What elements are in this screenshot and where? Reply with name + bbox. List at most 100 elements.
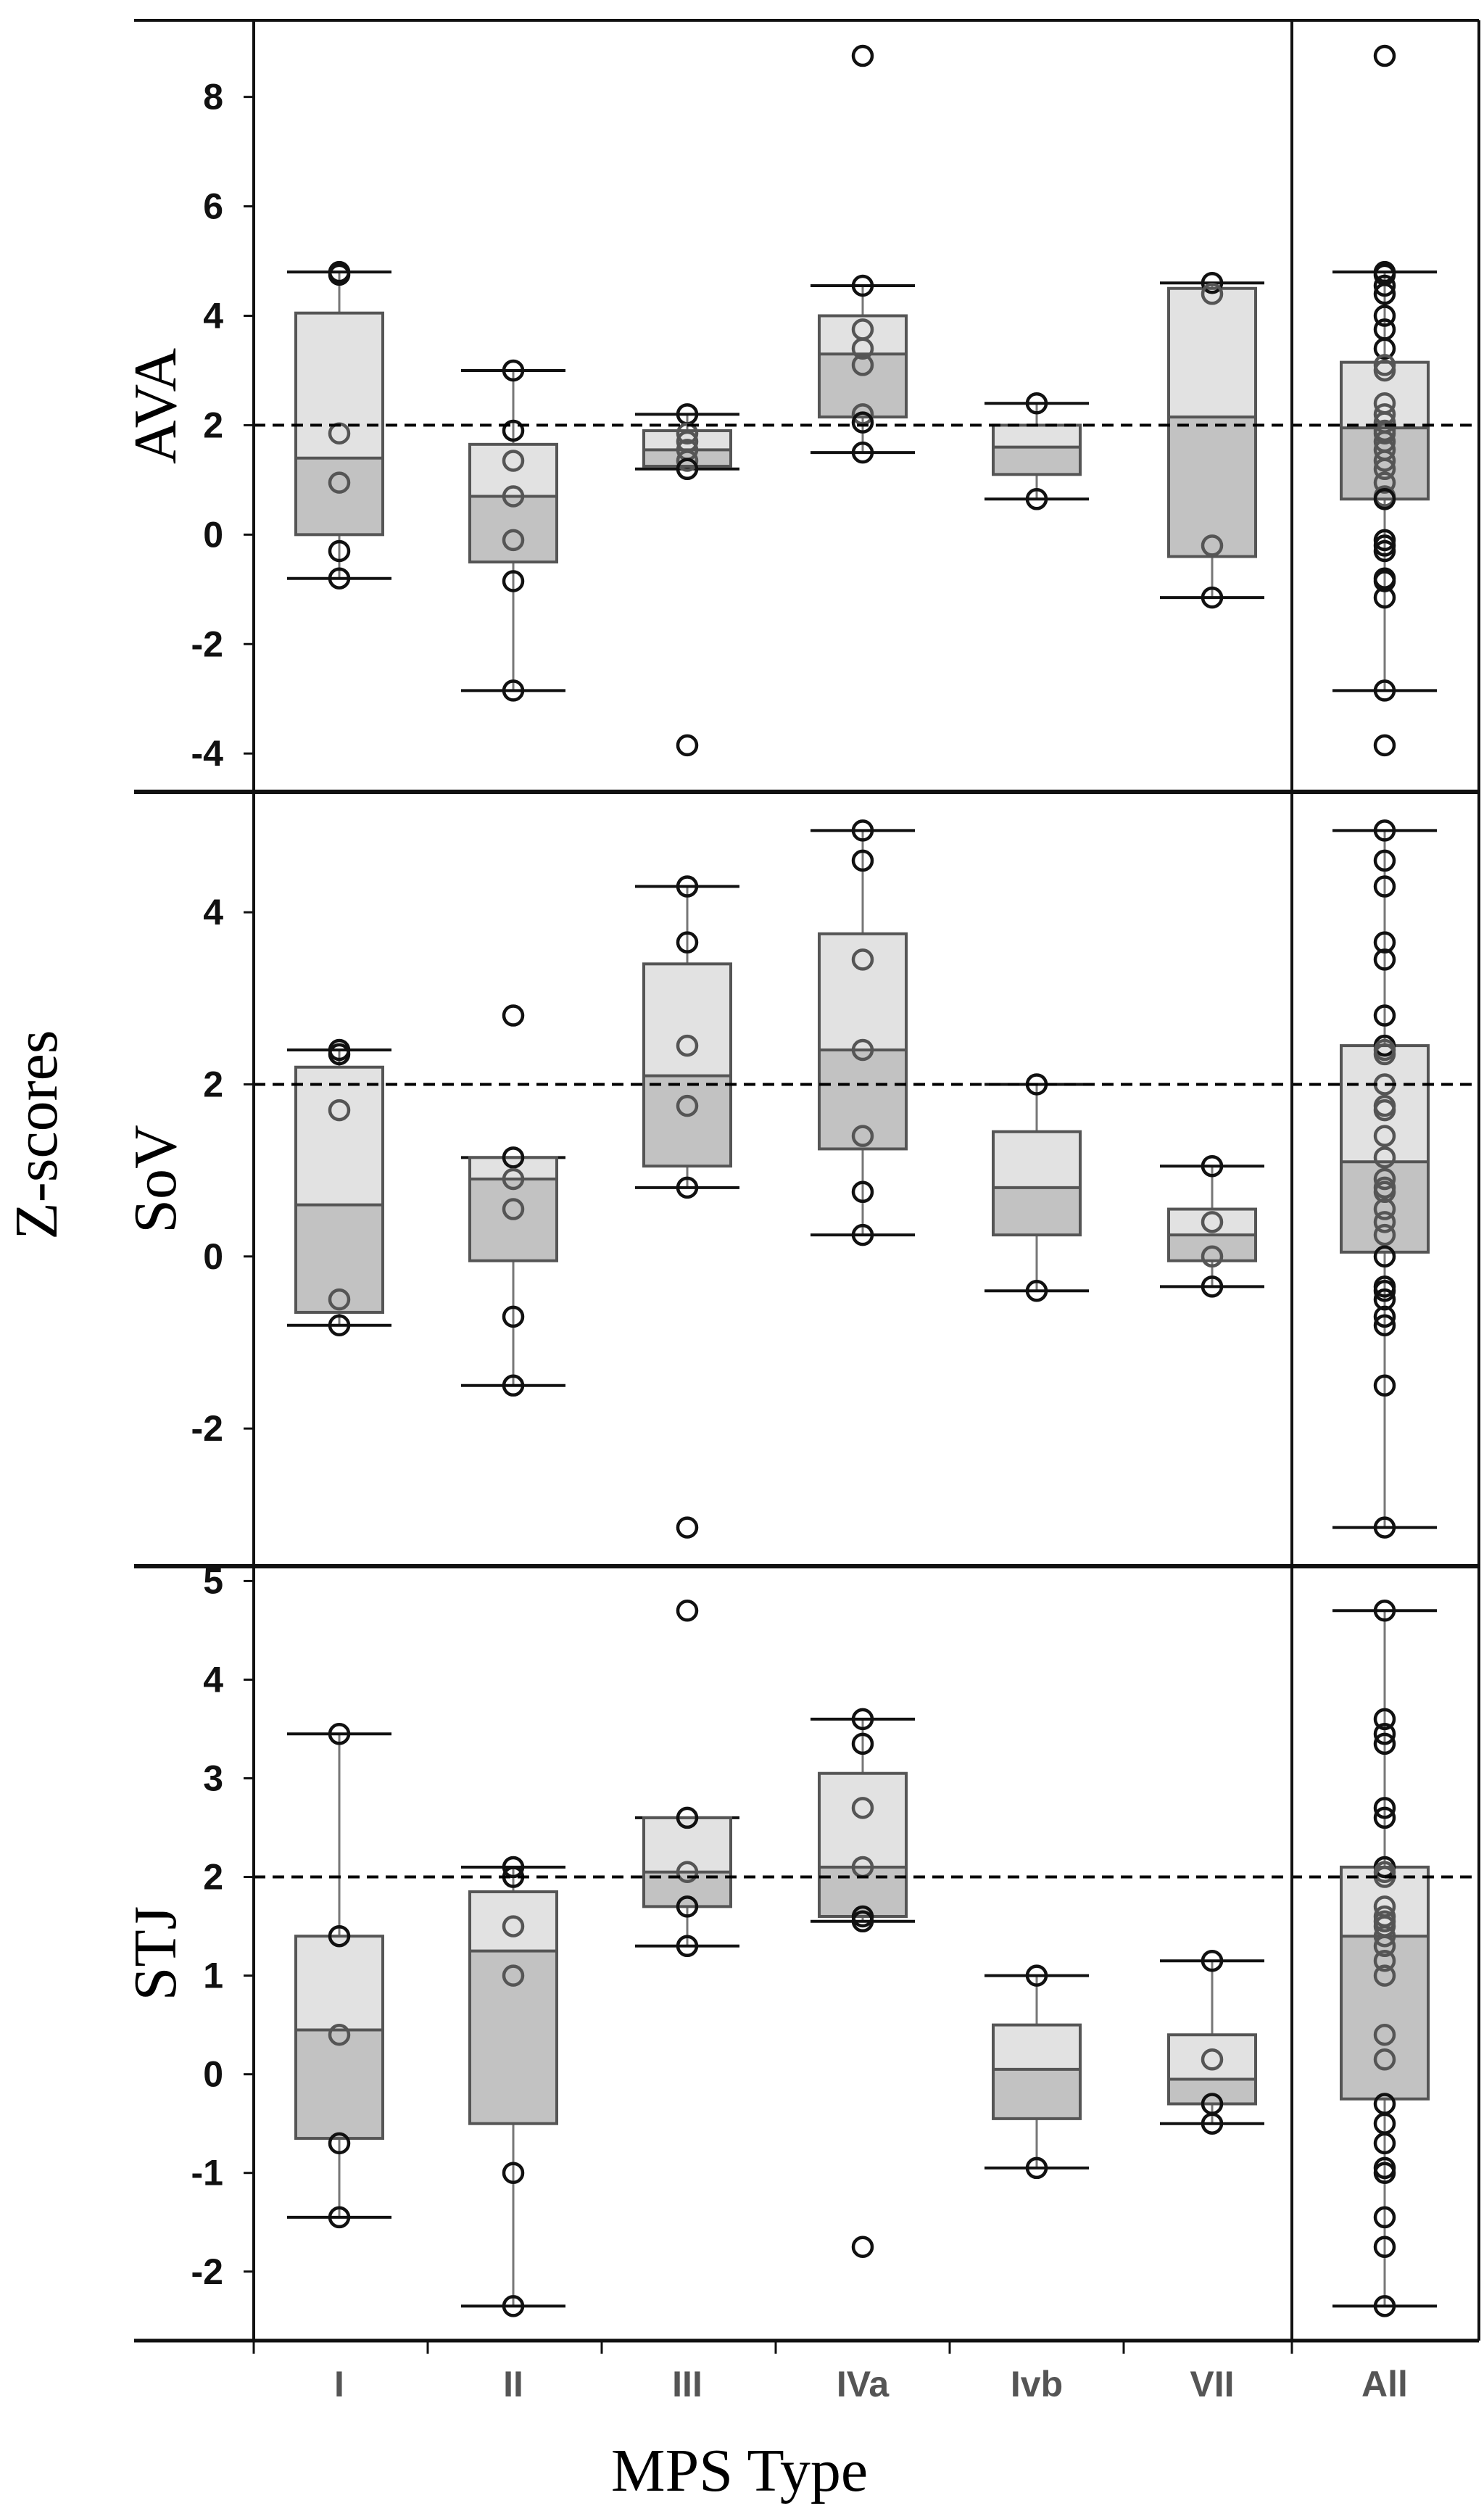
- data-point: [502, 1198, 525, 1220]
- data-point: [1373, 1004, 1396, 1027]
- data-point: [502, 485, 525, 508]
- data-point: [1025, 1964, 1048, 1987]
- panel-sov: SoV -2 0 2 4: [122, 819, 1479, 1539]
- box-lower-half: [296, 2030, 383, 2139]
- box-lower-half: [993, 1187, 1080, 1236]
- box-lower-half: [1341, 1936, 1428, 2099]
- data-point: [851, 337, 874, 360]
- data-point: [851, 1223, 874, 1246]
- data-point: [851, 1708, 874, 1731]
- x-tick-label: II: [503, 2364, 523, 2404]
- data-point: [1373, 1949, 1396, 1972]
- y-tick-label: -4: [191, 733, 224, 774]
- data-point: [502, 1146, 525, 1169]
- data-point: [502, 529, 525, 552]
- data-point: [1201, 534, 1224, 557]
- data-point: [1373, 2295, 1396, 2317]
- data-point: [1373, 1732, 1396, 1755]
- data-point: [1373, 1374, 1396, 1397]
- box-upper-half: [296, 313, 383, 458]
- data-point: [851, 1797, 874, 1819]
- y-tick-label: -2: [191, 624, 223, 664]
- box-outline: [468, 442, 558, 564]
- data-point: [676, 1599, 699, 1622]
- box-ava-ii: [461, 359, 565, 702]
- data-point: [1373, 1198, 1396, 1220]
- data-point: [1373, 1280, 1396, 1302]
- box-stj-ivb: [985, 1964, 1089, 2180]
- data-point: [1373, 1924, 1396, 1948]
- y-tick-label: -2: [191, 2251, 223, 2292]
- box-lower-half: [1169, 417, 1256, 557]
- data-point: [502, 450, 525, 472]
- data-point: [1373, 1964, 1396, 1987]
- data-point: [1373, 2235, 1396, 2259]
- box-ava-ivb: [985, 392, 1089, 510]
- data-point: [851, 2235, 874, 2259]
- data-point: [851, 403, 874, 426]
- data-point: [1373, 1288, 1396, 1311]
- box-lower-half: [644, 1075, 731, 1167]
- data-point: [502, 1856, 525, 1879]
- data-point: [1373, 1723, 1396, 1745]
- data-point: [502, 679, 525, 702]
- data-point: [328, 2132, 351, 2155]
- y-tick-label: 2: [203, 1857, 223, 1898]
- data-point: [1373, 2132, 1396, 2155]
- y-tick-label: 2: [203, 1064, 223, 1104]
- data-point: [1373, 458, 1396, 481]
- y-tick-label: 6: [203, 186, 223, 227]
- box-ava-i: [287, 260, 391, 590]
- data-point: [1373, 1708, 1396, 1731]
- data-point: [1373, 819, 1396, 842]
- data-point: [1025, 392, 1048, 415]
- data-point: [1373, 450, 1396, 472]
- box-upper-half: [644, 964, 731, 1076]
- box-outline: [468, 1890, 558, 2125]
- x-tick-label: I: [334, 2364, 344, 2404]
- data-point: [1373, 2048, 1396, 2071]
- y-tick-label: 2: [203, 405, 223, 445]
- panel-name-ava: AVA: [122, 348, 189, 465]
- data-point: [1373, 488, 1396, 510]
- data-point: [1201, 1949, 1224, 1972]
- x-axis-label: MPS Type: [611, 2437, 868, 2504]
- data-point: [1373, 570, 1396, 592]
- data-point: [502, 1915, 525, 1937]
- box-outline: [1167, 2033, 1257, 2106]
- box-lower-half: [296, 458, 383, 535]
- data-point: [1373, 539, 1396, 563]
- data-point: [676, 1516, 699, 1539]
- box-outline: [294, 1935, 384, 2140]
- data-point: [851, 354, 874, 376]
- data-point: [502, 1374, 525, 1397]
- data-point: [1025, 2156, 1048, 2180]
- box-ava-iii: [635, 403, 739, 757]
- data-point: [1373, 679, 1396, 702]
- x-tick-label: IVa: [837, 2364, 890, 2404]
- data-point: [1373, 875, 1396, 898]
- box-upper-half: [819, 1773, 906, 1867]
- data-point: [1373, 1043, 1396, 1066]
- data-point: [502, 419, 525, 442]
- data-point: [502, 1305, 525, 1328]
- data-point: [851, 849, 874, 872]
- data-point: [851, 44, 874, 67]
- data-point: [1373, 2023, 1396, 2046]
- y-axis-label: Z-scores: [3, 1030, 70, 1239]
- data-point: [1373, 337, 1396, 360]
- box-upper-half: [819, 933, 906, 1050]
- data-point: [502, 2295, 525, 2317]
- box-lower-half: [296, 1204, 383, 1312]
- box-upper-half: [819, 315, 906, 355]
- data-point: [1201, 2112, 1224, 2135]
- panel-name-stj: STJ: [122, 1906, 189, 2001]
- data-point: [1201, 1154, 1224, 1178]
- data-point: [851, 274, 874, 297]
- y-tick-label: 4: [203, 295, 223, 336]
- data-point: [676, 1861, 699, 1884]
- data-point: [851, 1125, 874, 1147]
- box-lower-half: [819, 1866, 906, 1916]
